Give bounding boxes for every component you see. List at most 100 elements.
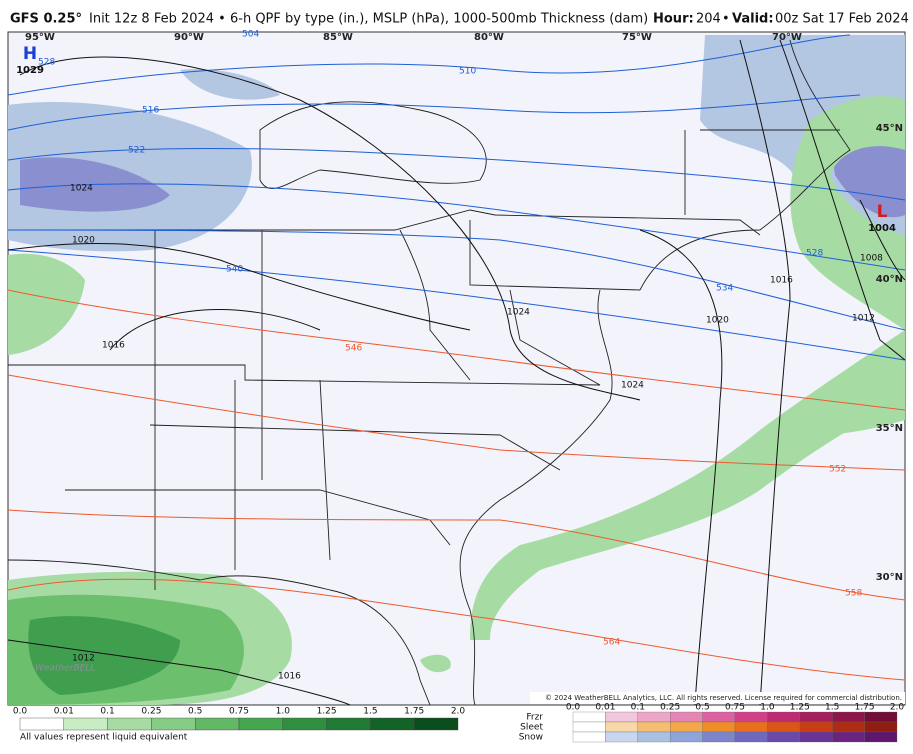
contour-label: 528 xyxy=(806,249,823,259)
snow-area xyxy=(180,69,280,100)
lon-label: 75°W xyxy=(622,32,652,43)
scale-tick-label: 1.25 xyxy=(317,707,337,717)
bullet: • xyxy=(722,12,730,27)
scale-swatch xyxy=(864,721,898,733)
scale-tick-label: 0.75 xyxy=(725,703,745,713)
contour xyxy=(7,229,906,331)
scale-tick-label: 0.75 xyxy=(229,707,249,717)
scale-swatch xyxy=(799,711,833,723)
contour-label: 510 xyxy=(459,67,476,77)
scale-swatch xyxy=(702,711,736,723)
contour xyxy=(7,289,906,411)
thickness-cold xyxy=(7,34,906,361)
contour-label: 564 xyxy=(603,638,620,648)
copyright: © 2024 WeatherBELL Analytics, LLC. All r… xyxy=(545,694,902,702)
isobar xyxy=(859,199,906,281)
thickness-labels: 510 516 522 528 534 540 504 528 xyxy=(38,30,823,294)
scale-swatch xyxy=(734,731,768,743)
border xyxy=(8,364,601,386)
contour xyxy=(7,509,906,601)
contour xyxy=(7,578,906,681)
scale-swatch xyxy=(637,721,671,733)
lon-label: 70°W xyxy=(772,32,802,43)
scale-swatch xyxy=(414,717,459,731)
scale-swatch xyxy=(605,711,638,723)
scale-tick-label: 1.75 xyxy=(404,707,424,717)
contour-label: 504 xyxy=(242,30,259,40)
scale-tick-label: 0.25 xyxy=(660,703,680,713)
scale-swatch xyxy=(572,731,606,743)
contour-label: 558 xyxy=(845,589,862,599)
isobar-label: 1020 xyxy=(706,316,729,326)
scale-tick-label: 0.1 xyxy=(100,707,114,717)
scale-swatch xyxy=(326,717,371,731)
scale-tick-label: 0.01 xyxy=(54,707,74,717)
contour xyxy=(7,249,906,361)
lon-label: 90°W xyxy=(174,32,204,43)
coast xyxy=(459,289,613,706)
rain-core xyxy=(28,616,181,695)
contour-label: 540 xyxy=(226,265,243,275)
scale-swatch xyxy=(670,721,703,733)
isobar-label: 1020 xyxy=(72,236,95,246)
isobar xyxy=(19,56,641,401)
hour-key: Hour: xyxy=(653,12,694,27)
thickness-warm xyxy=(7,289,906,681)
lat-label: 45°N xyxy=(876,123,903,134)
isobar-label: 1016 xyxy=(770,276,793,286)
scale-tick-label: 1.0 xyxy=(760,703,775,713)
isobar xyxy=(779,39,906,361)
valid-key: Valid: xyxy=(732,12,774,27)
rain-area xyxy=(790,380,905,435)
map: 95°W 90°W 85°W 80°W 75°W 70°W 45°N 40°N … xyxy=(7,30,906,706)
lon-label: 85°W xyxy=(323,32,353,43)
rain-area xyxy=(8,253,85,355)
rain-area xyxy=(420,654,451,673)
isobar xyxy=(639,229,723,706)
scale-swatch xyxy=(572,721,606,733)
scale-swatch xyxy=(282,717,327,731)
scale-tick-label: 0.1 xyxy=(631,703,645,713)
scale-tick-label: 1.25 xyxy=(790,703,810,713)
lat-label: 35°N xyxy=(876,423,903,434)
border xyxy=(149,424,561,471)
scale-swatch xyxy=(832,721,865,733)
scale-swatch xyxy=(151,717,196,731)
scale-swatch xyxy=(799,721,833,733)
scale-swatch xyxy=(63,717,108,731)
scale-tick-label: 1.75 xyxy=(855,703,875,713)
type-label: Sleet xyxy=(520,723,543,733)
scale-swatch xyxy=(670,731,703,743)
rain-band xyxy=(470,330,905,640)
thickness-labels: 546 552 558 564 xyxy=(345,344,862,648)
scale-tick-label: 0.5 xyxy=(188,707,202,717)
coast xyxy=(639,39,851,291)
hour: 204 xyxy=(696,12,721,27)
scale-tick-label: 0.01 xyxy=(595,703,615,713)
low-symbol: L xyxy=(877,202,888,222)
lat-label: 40°N xyxy=(876,274,903,285)
isobar-label: 1012 xyxy=(72,654,95,664)
isobar xyxy=(739,39,791,706)
contour-label: 546 xyxy=(345,344,362,354)
watermark: WeatherBELL xyxy=(35,664,95,674)
scale-tick-label: 0.0 xyxy=(13,707,28,717)
scale-swatch xyxy=(370,717,415,731)
contour-label: 522 xyxy=(128,146,145,156)
scale-swatch xyxy=(767,731,800,743)
scale-swatch xyxy=(670,711,703,723)
type-label: Snow xyxy=(519,733,543,743)
lon-label: 95°W xyxy=(25,32,55,43)
scale-swatch xyxy=(238,717,283,731)
border xyxy=(399,129,840,386)
legend: All values represent liquid equivalent F… xyxy=(13,703,905,743)
isobar-label: 1012 xyxy=(852,314,875,324)
model: GFS 0.25° xyxy=(10,12,82,27)
isobars xyxy=(7,39,906,706)
isobar xyxy=(7,639,351,706)
scale-swatch xyxy=(767,711,800,723)
low-value: 1004 xyxy=(868,223,896,234)
contour-label: 552 xyxy=(829,465,846,475)
scale-tick-label: 2.0 xyxy=(451,707,466,717)
scale-swatch xyxy=(702,721,736,733)
